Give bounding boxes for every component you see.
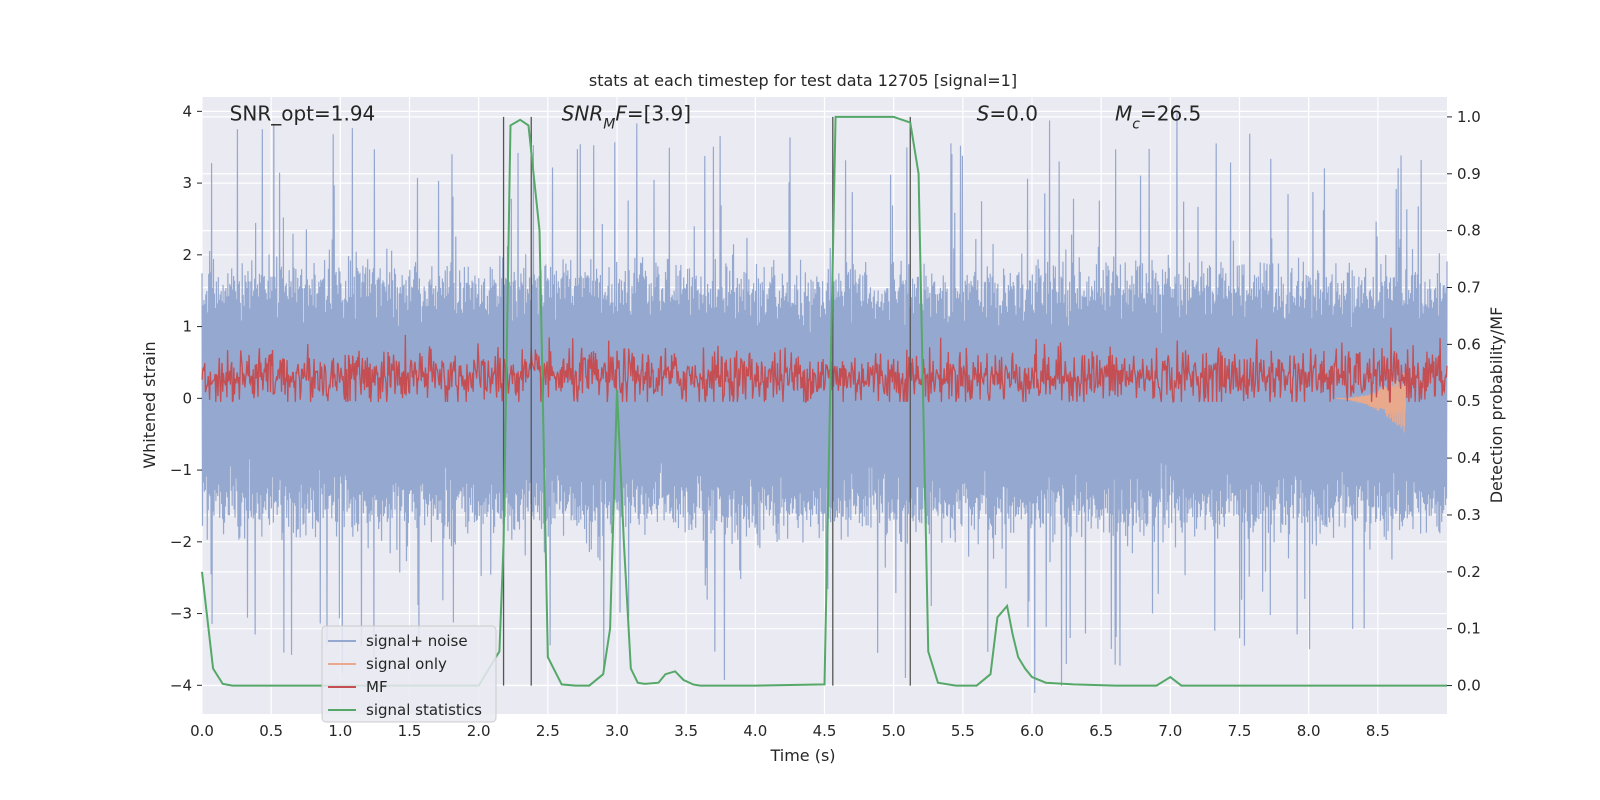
x-tick-label: 0.0 [190,722,214,740]
x-tick-label: 5.5 [951,722,975,740]
x-tick-label: 4.0 [743,722,767,740]
legend-label: MF [366,678,388,696]
y-tick-label-right: 0.5 [1457,392,1481,410]
y-tick-label-left: 0 [182,389,192,407]
x-tick-label: 5.0 [882,722,906,740]
signal-plus-noise-series [201,112,1448,693]
y-tick-label-right: 0.7 [1457,279,1481,297]
x-tick-label: 3.0 [605,722,629,740]
y-tick-label-right: 0.2 [1457,563,1481,581]
annotations: SNR_opt=1.94 SNRMF=[3.9] S=0.0 Mc=26.5 [230,101,1202,132]
x-tick-label: 8.5 [1366,722,1390,740]
y-tick-label-left: −3 [170,605,192,623]
y-tick-label-right: 0.6 [1457,335,1481,353]
y-tick-label-left: 4 [182,102,192,120]
y-tick-label-right: 0.9 [1457,165,1481,183]
legend-box [321,625,497,723]
annotation-s-value: S=0.0 [977,101,1038,125]
y-axis-label-left: Whitened strain [140,341,159,468]
x-tick-label: 8.0 [1297,722,1321,740]
y-tick-label-left: −2 [170,533,192,551]
annotation-snr-opt: SNR_opt=1.94 [230,101,376,125]
x-tick-label: 6.5 [1089,722,1113,740]
legend-label: signal+ noise [366,632,468,650]
chart-title: stats at each timestep for test data 127… [589,71,1017,90]
x-tick-label: 0.5 [259,722,283,740]
x-tick-label: 3.5 [674,722,698,740]
y-axis-label-right: Detection probability/MF [1487,307,1506,504]
x-tick-label: 2.5 [536,722,560,740]
annotation-mc-value: Mc=26.5 [1115,101,1201,132]
axes: 0.0 0.5 1.0 1.5 2.0 2.5 3.0 3.5 4.0 4.5 5.0 5.5 6.0 6… [170,102,1481,740]
x-tick-label: 1.0 [328,722,352,740]
y-tick-label-left: −4 [170,676,192,694]
x-tick-label: 7.5 [1228,722,1252,740]
legend-label: signal statistics [366,701,482,719]
y-tick-label-left: 3 [182,174,192,192]
mf-line [201,327,1448,404]
y-tick-label-right: 0.4 [1457,449,1481,467]
signal-statistics-line [201,115,1447,687]
y-tick-label-right: 0.8 [1457,222,1481,240]
y-tick-label-right: 1.0 [1457,108,1481,126]
x-tick-label: 6.0 [1020,722,1044,740]
legend-label: signal only [366,655,447,673]
signal-statistics-series [201,115,1447,687]
y-tick-label-right: 0.1 [1457,620,1481,638]
mf-series [201,327,1448,404]
y-tick-label-left: 1 [182,318,192,336]
x-tick-label: 1.5 [398,722,422,740]
y-tick-label-right: 0.3 [1457,506,1481,524]
x-tick-label: 4.5 [813,722,837,740]
y-tick-label-left: 2 [182,246,192,264]
x-tick-label: 7.0 [1158,722,1182,740]
legend: signal+ noise signal only MF signal statist… [321,625,497,723]
signal-plus-noise-line [201,112,1448,693]
annotation-snr-mf: SNRMF=[3.9] [562,101,691,132]
x-axis-label: Time (s) [769,746,835,765]
y-tick-label-right: 0.0 [1457,677,1481,695]
y-tick-label-left: −1 [170,461,192,479]
x-tick-label: 2.0 [467,722,491,740]
